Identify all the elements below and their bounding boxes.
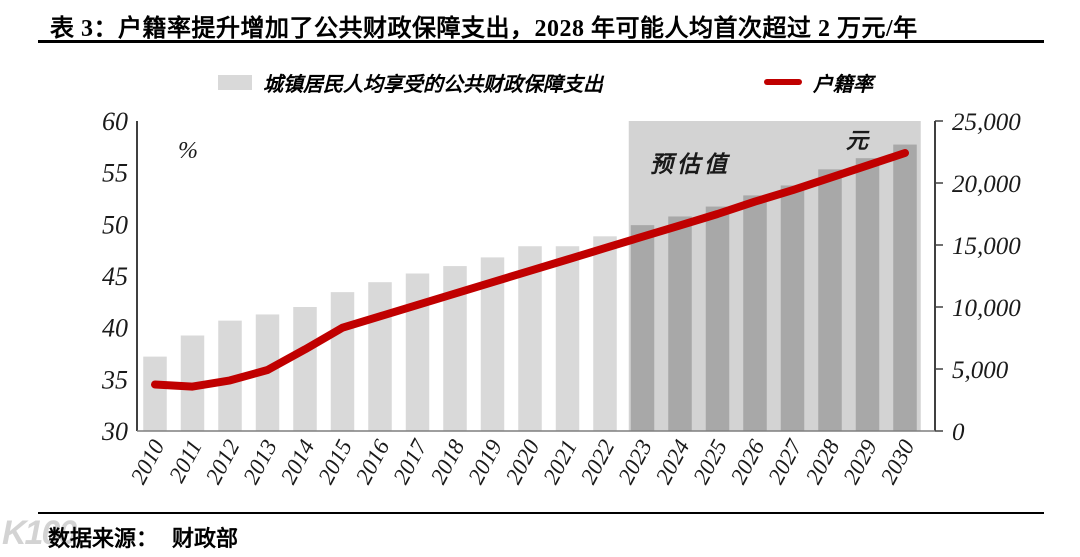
bar-2019 [480,257,505,431]
title-divider [38,40,1044,43]
right-axis-tick-0: 0 [952,419,965,446]
bar-2028 [818,169,842,432]
x-axis-label-2010: 2010 [126,435,170,488]
x-axis-label-2016: 2016 [351,435,395,488]
forecast-label: 预估值 [650,152,731,177]
x-axis-label-2026: 2026 [726,435,770,488]
right-axis-tick-25000: 25,000 [952,109,1021,136]
bar-2030 [893,144,917,431]
bar-2024 [668,216,692,431]
right-axis-tick-20000: 20,000 [952,171,1021,198]
chart-canvas: 30 35 40 45 50 55 60 0 5,000 10,000 15,000 20,000 25… [101,107,1021,488]
bar-2027 [780,185,805,431]
x-axis-label-2018: 2018 [426,435,470,488]
x-axis-label-2012: 2012 [201,436,245,488]
left-axis-unit-label: % [178,138,198,164]
x-axis-label-2014: 2014 [276,436,320,488]
bar-2023 [630,225,655,431]
left-axis-tick-55: 55 [102,159,128,188]
bar-2020 [518,246,542,431]
right-axis-tick-10000: 10,000 [952,295,1021,322]
left-axis-tick-50: 50 [102,210,128,239]
legend-line-label: 户籍率 [813,73,873,96]
bar-2018 [443,266,467,431]
left-axis-tick-40: 40 [102,314,128,343]
data-source-label: 数据来源： [48,526,159,551]
bar-2016 [368,282,392,431]
data-source: 数据来源： 财政部 [48,521,238,553]
x-axis-label-2028: 2028 [801,435,845,488]
footer-divider [38,512,1044,514]
page-title: 表 3：户籍率提升增加了公共财政保障支出，2028 年可能人均首次超过 2 万元… [50,16,918,42]
bar-2025 [705,206,730,431]
x-axis-label-2020: 2020 [501,435,545,488]
bar-2017 [405,273,430,431]
bar-2010 [143,356,167,431]
x-axis-label-2022: 2022 [576,436,620,488]
x-axis-label-2021: 2021 [538,436,582,488]
bar-2014 [293,307,317,431]
x-axis-label-2024: 2024 [651,436,695,488]
x-axis-label-2029: 2029 [838,435,882,488]
legend-bar-label: 城镇居民人均享受的公共财政保障支出 [263,73,603,96]
right-axis-tick-5000: 5,000 [952,357,1009,384]
watermark-logo: K100 [2,514,77,552]
bar-2012 [218,320,242,431]
x-axis-label-2030: 2030 [876,435,920,488]
bar-2029 [855,158,880,431]
left-axis-tick-45: 45 [102,262,128,291]
bar-2021 [555,246,580,431]
x-axis-label-2011: 2011 [164,436,207,487]
left-axis-tick-35: 35 [101,365,128,394]
x-axis-label-2015: 2015 [313,436,357,488]
data-source-value: 财政部 [172,526,239,551]
right-axis-tick-15000: 15,000 [952,233,1021,260]
x-axis-label-2019: 2019 [463,435,507,488]
legend-bar-swatch [218,74,252,90]
left-axis-tick-60: 60 [102,107,128,136]
bar-2026 [743,195,767,431]
bar-2022 [593,236,617,431]
legend-bar-entry: 城镇居民人均享受的公共财政保障支出 [218,70,603,96]
bar-2015 [330,292,355,431]
x-axis-label-2025: 2025 [688,436,732,488]
hukou-rate-line [151,149,909,391]
right-axis-unit-label: 元 [846,128,870,153]
x-axis-label-2023: 2023 [613,436,657,488]
legend-line-entry: 户籍率 [764,70,873,96]
legend-line-swatch [764,79,802,85]
left-axis-tick-30: 30 [101,417,128,446]
x-axis-label-2013: 2013 [238,436,282,488]
x-axis-label-2027: 2027 [763,434,807,488]
x-axis-label-2017: 2017 [388,434,432,488]
